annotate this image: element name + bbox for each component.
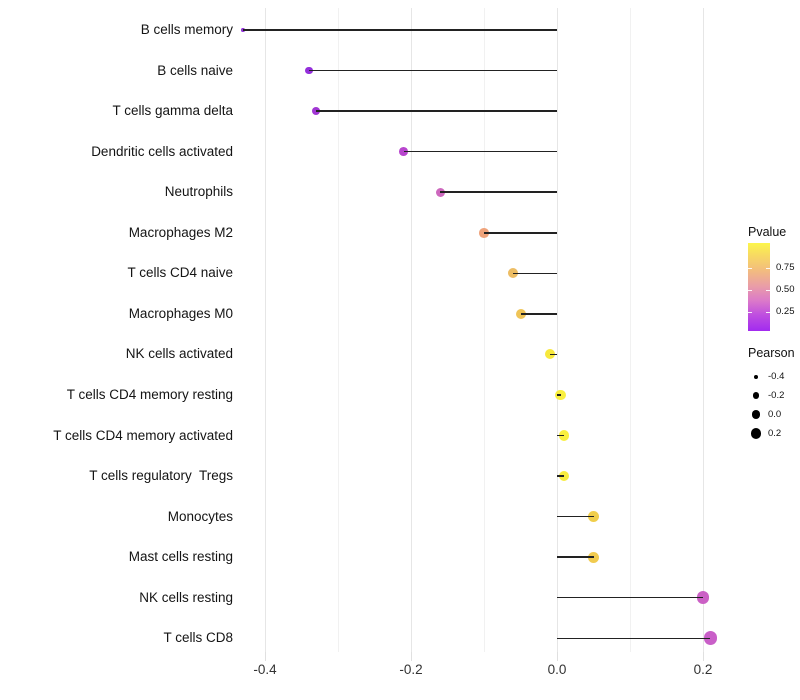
gridline: [411, 8, 412, 652]
y-axis-label: B cells naive: [157, 62, 233, 78]
pvalue-colorbar-wrap: 0.75 0.50 0.25: [748, 243, 800, 331]
stem-segment: [557, 596, 703, 599]
stem-segment: [440, 191, 557, 193]
pearson-legend-title: Pearson: [748, 346, 795, 360]
stem-segment: [557, 556, 594, 558]
gridline: [265, 8, 266, 652]
y-axis-label: T cells gamma delta: [112, 103, 233, 119]
y-axis-label: Neutrophils: [164, 184, 233, 200]
colorbar-tick: [748, 311, 752, 313]
stem-segment: [403, 150, 557, 153]
pvalue-colorbar-gradient: [748, 243, 770, 331]
x-axis-tick: [265, 652, 266, 661]
x-axis-tick: [703, 652, 704, 661]
colorbar-tick: [766, 267, 770, 269]
stem-segment: [557, 637, 711, 639]
x-axis-tick-label: -0.2: [399, 662, 423, 677]
pearson-legend-label: 0.0: [768, 408, 782, 420]
plot-panel: [236, 8, 742, 652]
colorbar-tick-label: 0.25: [776, 305, 795, 317]
pearson-legend-dot: [752, 392, 760, 399]
gridline: [630, 8, 631, 652]
y-axis-labels: B cells memory B cells naive T cells gamma…: [0, 0, 233, 700]
pearson-legend-dot: [750, 428, 762, 439]
stem-segment: [557, 475, 565, 477]
pearson-legend-entry: 0.0: [748, 405, 800, 424]
x-axis-tick: [557, 652, 558, 661]
stem-segment: [557, 394, 561, 396]
colorbar-tick: [766, 311, 770, 313]
y-axis-label: B cells memory: [140, 22, 233, 37]
colorbar-tick: [748, 289, 752, 291]
data-point: [588, 511, 599, 523]
pearson-legend-dot: [751, 410, 761, 419]
stem-segment: [557, 434, 565, 437]
y-axis-label: T cells CD4 memory resting: [66, 386, 233, 402]
pearson-legend-entries: -0.4 -0.2 0.0 0.2: [748, 367, 800, 443]
pearson-legend-label: 0.2: [768, 427, 782, 439]
gridline: [703, 8, 704, 652]
pvalue-legend: Pvalue 0.75 0.50 0.25: [748, 224, 800, 331]
y-axis-label: T cells regulatory Tregs: [89, 468, 233, 484]
pearson-legend: Pearson -0.4 -0.2 0.0 0.2: [748, 345, 800, 443]
y-axis-label: NK cells resting: [139, 589, 233, 605]
x-axis-tick-label: 0.0: [547, 662, 567, 677]
x-axis-tick: [411, 652, 412, 661]
gridline: [484, 8, 485, 652]
stem-segment: [243, 29, 557, 31]
colorbar-tick-label: 0.75: [776, 261, 795, 273]
pearson-legend-entry: 0.2: [748, 424, 800, 443]
x-axis-tick-label: -0.4: [253, 662, 277, 677]
colorbar-tick: [748, 267, 752, 269]
y-axis-label: T cells CD4 memory activated: [53, 427, 233, 443]
y-axis-label: Dendritic cells activated: [91, 143, 233, 159]
stem-segment: [549, 353, 557, 356]
pearson-legend-dot: [754, 374, 758, 379]
colorbar-tick-label: 0.50: [776, 283, 795, 295]
stem-segment: [484, 232, 557, 234]
stem-segment: [308, 69, 557, 72]
y-axis-label: NK cells activated: [125, 346, 233, 362]
colorbar-tick: [766, 289, 770, 291]
gridline: [338, 8, 339, 652]
stem-segment: [316, 110, 557, 112]
data-point: [304, 66, 313, 75]
stem-segment: [557, 515, 594, 518]
gridline: [557, 8, 558, 652]
pearson-legend-label: -0.2: [768, 389, 785, 401]
y-axis-label: Macrophages M0: [128, 305, 233, 321]
pearson-legend-entry: -0.2: [748, 386, 800, 405]
y-axis-label: Mast cells resting: [128, 549, 233, 565]
y-axis-label: Macrophages M2: [128, 224, 233, 240]
data-point: [479, 227, 489, 238]
pearson-legend-entry: -0.4: [748, 367, 800, 386]
y-axis-label: T cells CD4 naive: [127, 265, 233, 281]
pvalue-legend-title: Pvalue: [748, 225, 787, 239]
y-axis-label: Monocytes: [167, 508, 233, 524]
data-point: [703, 631, 718, 646]
data-point: [588, 551, 599, 563]
stem-segment: [513, 272, 557, 275]
pearson-legend-label: -0.4: [768, 370, 785, 382]
x-axis-tick-label: 0.2: [693, 662, 713, 677]
stem-segment: [520, 313, 557, 315]
y-axis-label: T cells CD8: [163, 630, 233, 646]
